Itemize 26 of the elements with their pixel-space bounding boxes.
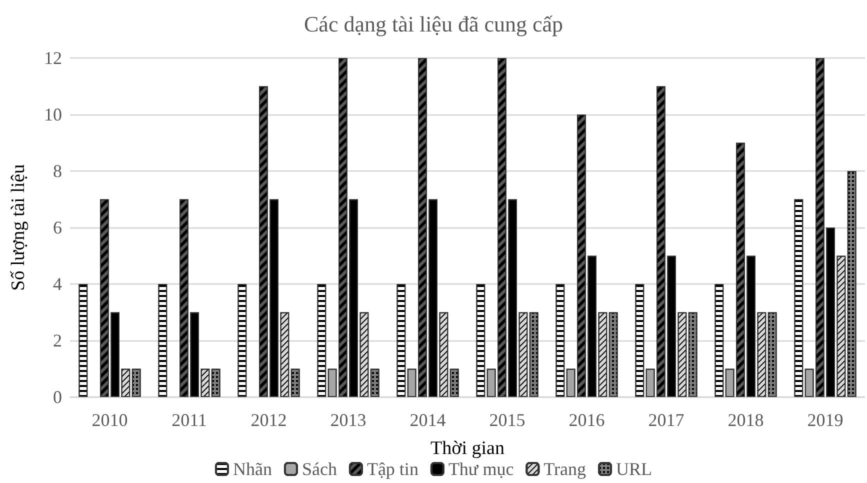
y-tick-label: 10 bbox=[44, 104, 62, 124]
y-tick-label: 12 bbox=[44, 48, 62, 68]
legend-label: Tập tin bbox=[366, 459, 418, 479]
y-tick-label: 2 bbox=[53, 330, 62, 350]
legend-label: URL bbox=[616, 459, 652, 479]
x-axis-title: Thời gian bbox=[430, 438, 505, 459]
x-tick-label: 2016 bbox=[568, 410, 605, 430]
chart-title: Các dạng tài liệu đã cung cấp bbox=[304, 12, 564, 36]
legend-label: Trang bbox=[544, 459, 586, 479]
x-tick-label: 2012 bbox=[250, 410, 287, 430]
x-tick-label: 2019 bbox=[807, 410, 844, 430]
y-tick-label: 6 bbox=[53, 218, 62, 238]
x-tick-label: 2018 bbox=[728, 410, 764, 430]
y-tick-label: 4 bbox=[53, 274, 62, 294]
y-axis-title: Số lượng tài liệu bbox=[8, 164, 29, 291]
x-tick-label: 2015 bbox=[489, 410, 526, 430]
y-tick-label: 0 bbox=[53, 387, 62, 407]
legend-label: Thư mục bbox=[448, 459, 514, 479]
x-tick-label: 2014 bbox=[410, 410, 446, 430]
x-tick-label: 2017 bbox=[648, 410, 684, 430]
x-tick-label: 2010 bbox=[92, 410, 128, 430]
legend-label: Sách bbox=[302, 459, 337, 479]
x-tick-label: 2013 bbox=[330, 410, 366, 430]
y-tick-label: 8 bbox=[53, 161, 62, 181]
legend-label: Nhãn bbox=[232, 459, 272, 479]
x-tick-label: 2011 bbox=[172, 410, 207, 430]
